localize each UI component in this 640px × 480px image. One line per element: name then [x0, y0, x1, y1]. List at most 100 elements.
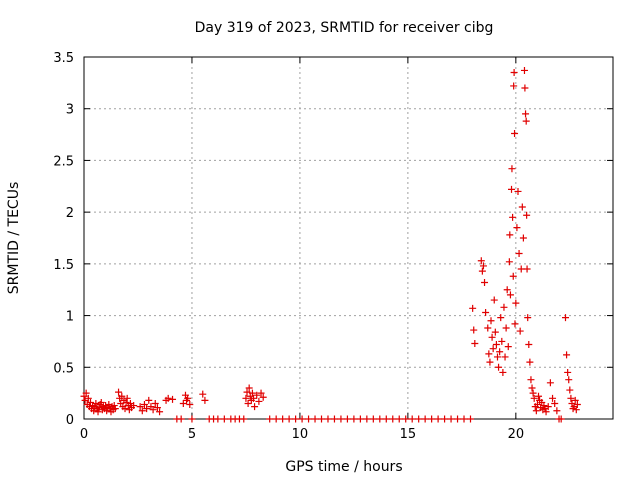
data-point	[521, 84, 529, 92]
data-point	[486, 358, 494, 366]
y-tick-label: 2	[66, 206, 74, 221]
data-point	[389, 415, 397, 423]
data-point	[514, 187, 522, 195]
data-point	[466, 415, 474, 423]
data-point	[523, 265, 531, 273]
data-point	[138, 407, 146, 415]
data-point	[502, 324, 510, 332]
data-point	[454, 415, 462, 423]
data-point	[97, 398, 105, 406]
data-point	[324, 415, 332, 423]
data-point	[186, 401, 194, 409]
data-point	[145, 396, 153, 404]
data-point	[496, 348, 504, 356]
data-point	[528, 384, 536, 392]
data-point	[477, 257, 485, 265]
data-points	[80, 66, 581, 423]
data-point	[549, 394, 557, 402]
data-point	[408, 415, 416, 423]
data-point	[510, 82, 518, 90]
data-point	[395, 415, 403, 423]
data-point	[481, 278, 489, 286]
data-point	[524, 314, 532, 322]
axis-ticks	[83, 56, 613, 420]
data-point	[415, 415, 423, 423]
data-point	[492, 341, 500, 349]
data-point	[509, 272, 517, 280]
data-point	[508, 185, 516, 193]
plot-frame	[83, 56, 614, 420]
data-point	[149, 406, 157, 414]
data-point	[573, 401, 581, 409]
data-point	[143, 405, 151, 413]
data-point	[151, 399, 159, 407]
data-point	[484, 324, 492, 332]
data-point	[253, 391, 261, 399]
data-point	[244, 399, 252, 407]
data-point	[520, 66, 528, 74]
x-tick-label: 20	[508, 427, 525, 442]
data-point	[177, 415, 185, 423]
data-point	[490, 296, 498, 304]
data-point	[279, 415, 287, 423]
data-point	[136, 403, 144, 411]
data-point	[251, 403, 259, 411]
data-point	[504, 343, 512, 351]
data-point	[214, 415, 222, 423]
data-point	[421, 415, 429, 423]
y-tick-label: 0.5	[53, 361, 74, 376]
data-point	[489, 345, 497, 353]
y-tick-label: 2.5	[53, 154, 74, 169]
data-point	[563, 351, 571, 359]
data-point	[330, 415, 338, 423]
data-point	[499, 368, 507, 376]
data-point	[503, 286, 511, 294]
data-point	[511, 320, 519, 328]
data-point	[497, 314, 505, 322]
y-tick-label: 1	[66, 310, 74, 325]
data-point	[259, 393, 267, 401]
data-point	[376, 415, 384, 423]
data-point	[292, 415, 300, 423]
data-point	[561, 314, 569, 322]
x-tick-label: 5	[188, 427, 196, 442]
y-tick-label: 1.5	[53, 258, 74, 273]
data-point	[522, 117, 530, 125]
data-point	[199, 390, 207, 398]
data-point	[485, 350, 493, 358]
data-point	[337, 415, 345, 423]
data-point	[516, 327, 524, 335]
data-point	[164, 394, 172, 402]
data-point	[460, 415, 468, 423]
data-point	[478, 267, 486, 275]
data-point	[530, 394, 538, 402]
data-point	[493, 353, 501, 361]
data-point	[121, 405, 129, 413]
data-point	[505, 258, 513, 266]
chart-title: Day 319 of 2023, SRMTID for receiver cib…	[195, 20, 494, 36]
data-point	[188, 415, 196, 423]
data-point	[123, 394, 131, 402]
data-point	[513, 224, 521, 232]
data-point	[488, 333, 496, 341]
data-point	[491, 328, 499, 336]
x-axis-label: GPS time / hours	[285, 459, 402, 475]
data-point	[350, 415, 358, 423]
x-tick-label: 0	[80, 427, 88, 442]
data-point	[382, 415, 390, 423]
data-point	[557, 415, 565, 423]
data-point	[565, 376, 573, 384]
data-point	[509, 213, 517, 221]
data-point	[553, 407, 561, 415]
data-point	[532, 407, 540, 415]
data-point	[118, 392, 126, 400]
data-point	[272, 415, 280, 423]
data-point	[153, 404, 161, 412]
data-point	[285, 415, 293, 423]
data-point	[356, 415, 364, 423]
data-point	[84, 394, 92, 402]
data-point	[508, 165, 516, 173]
data-point	[402, 415, 410, 423]
y-axis-label: SRMTID / TECUs	[6, 182, 22, 295]
